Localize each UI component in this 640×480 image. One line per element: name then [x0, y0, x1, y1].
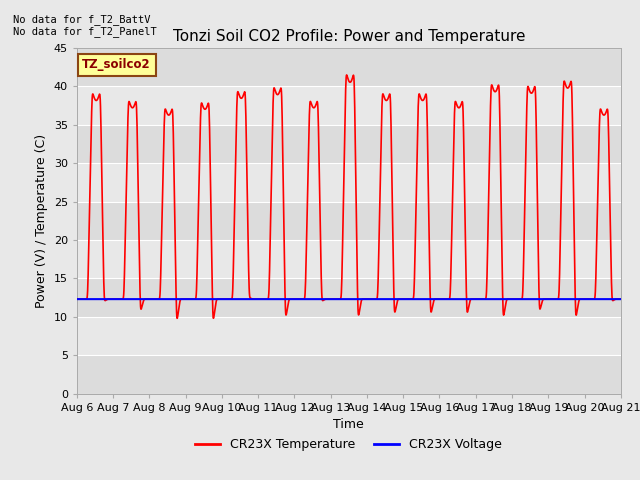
X-axis label: Time: Time	[333, 418, 364, 431]
Bar	[77, 125, 621, 163]
Bar	[77, 355, 621, 394]
Bar	[77, 317, 621, 355]
Bar	[77, 163, 621, 202]
Text: No data for f_T2_PanelT: No data for f_T2_PanelT	[13, 25, 157, 36]
Bar	[77, 86, 621, 125]
Bar	[77, 278, 621, 317]
Text: TZ_soilco2: TZ_soilco2	[82, 59, 151, 72]
Title: Tonzi Soil CO2 Profile: Power and Temperature: Tonzi Soil CO2 Profile: Power and Temper…	[173, 29, 525, 44]
Text: No data for f_T2_BattV: No data for f_T2_BattV	[13, 13, 150, 24]
Y-axis label: Power (V) / Temperature (C): Power (V) / Temperature (C)	[35, 134, 48, 308]
Bar	[77, 48, 621, 86]
Bar	[77, 240, 621, 278]
Legend: CR23X Temperature, CR23X Voltage: CR23X Temperature, CR23X Voltage	[190, 433, 508, 456]
Bar	[77, 202, 621, 240]
